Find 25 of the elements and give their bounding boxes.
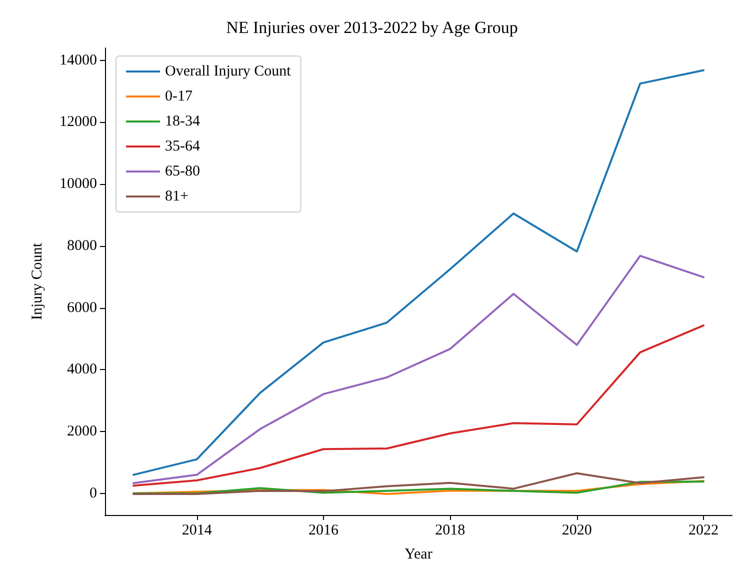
legend-label: Overall Injury Count (165, 64, 292, 80)
y-tick-label: 14000 (60, 52, 97, 68)
line-series (132, 472, 704, 495)
legend-label: 18-34 (165, 114, 200, 130)
x-tick-label: 2018 (435, 522, 466, 538)
x-tick-label: 2022 (688, 522, 718, 538)
y-tick-label: 4000 (67, 362, 97, 378)
y-axis-title: Injury Count (30, 242, 46, 320)
y-tick-label: 2000 (67, 423, 97, 440)
y-tick-label: 8000 (67, 238, 97, 254)
x-tick-label: 2014 (182, 522, 212, 538)
legend-label: 81+ (165, 188, 188, 204)
line-series (132, 324, 704, 487)
legend-label: 0-17 (165, 88, 193, 104)
y-tick-label: 10000 (60, 176, 97, 192)
y-tick-label: 12000 (60, 114, 97, 130)
y-tick-label: 6000 (67, 300, 97, 316)
chart-title: NE Injuries over 2013-2022 by Age Group (226, 18, 518, 37)
y-tick-label: 0 (90, 485, 97, 502)
line-series (132, 254, 704, 484)
x-tick-label: 2016 (308, 522, 339, 538)
legend-label: 65-80 (165, 164, 200, 180)
x-tick-label: 2020 (562, 522, 592, 538)
legend-label: 35-64 (165, 138, 200, 154)
x-axis-title: Year (404, 546, 432, 562)
